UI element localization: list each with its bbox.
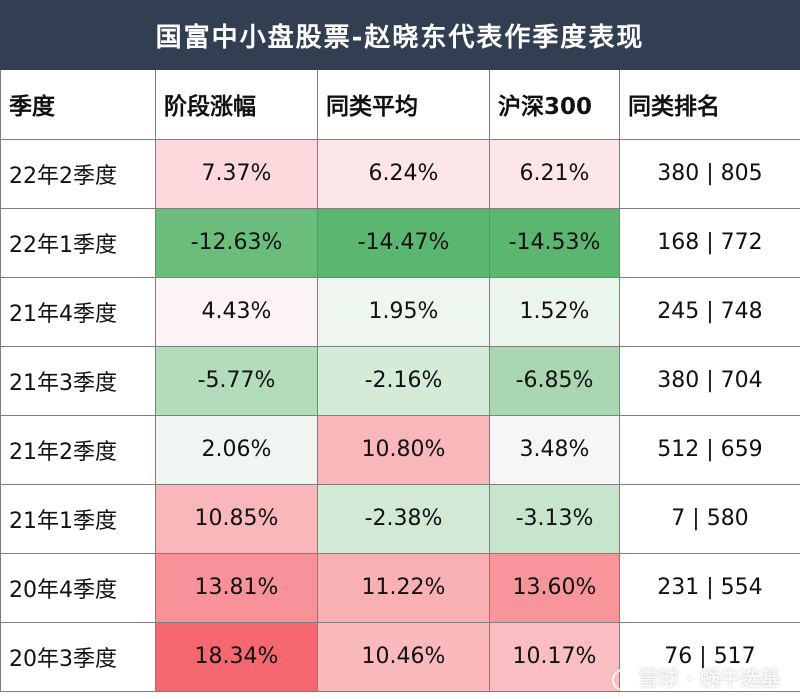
peer-average-cell: -2.16%: [317, 346, 490, 416]
peer-average-cell: 10.46%: [317, 622, 490, 692]
quarter-cell: 20年3季度: [0, 622, 156, 692]
peer-rank-cell: 231 | 554: [619, 553, 800, 623]
stage-return-cell: 18.34%: [155, 622, 318, 692]
quarter-cell: 22年2季度: [0, 139, 156, 209]
csi300-cell: 6.21%: [489, 139, 620, 209]
table-title: 国富中小盘股票-赵晓东代表作季度表现: [0, 0, 800, 70]
peer-average-cell: 6.24%: [317, 139, 490, 209]
peer-rank-cell: 245 | 748: [619, 277, 800, 347]
peer-rank-cell: 380 | 805: [619, 139, 800, 209]
stage-return-cell: 4.43%: [155, 277, 318, 347]
csi300-cell: 3.48%: [489, 415, 620, 485]
csi300-cell: 10.17%: [489, 622, 620, 692]
csi300-cell: -3.13%: [489, 484, 620, 554]
stage-return-cell: 7.37%: [155, 139, 318, 209]
quarter-cell: 21年4季度: [0, 277, 156, 347]
stage-return-cell: 13.81%: [155, 553, 318, 623]
peer-average-cell: 1.95%: [317, 277, 490, 347]
table-row: 21年2季度 2.06% 10.80% 3.48% 512 | 659: [0, 415, 800, 485]
csi300-cell: -14.53%: [489, 208, 620, 278]
peer-average-cell: 11.22%: [317, 553, 490, 623]
performance-table: 季度 阶段涨幅 同类平均 沪深300 同类排名 22年2季度 7.37% 6.24%…: [0, 70, 800, 692]
peer-rank-cell: 7 | 580: [619, 484, 800, 554]
stage-return-cell: -5.77%: [155, 346, 318, 416]
peer-average-cell: -14.47%: [317, 208, 490, 278]
table-row: 20年4季度 13.81% 11.22% 13.60% 231 | 554: [0, 553, 800, 623]
header-stage-return: 阶段涨幅: [155, 70, 318, 140]
csi300-cell: 13.60%: [489, 553, 620, 623]
table-row: 22年1季度 -12.63% -14.47% -14.53% 168 | 772: [0, 208, 800, 278]
header-csi300: 沪深300: [489, 70, 620, 140]
table-row: 21年3季度 -5.77% -2.16% -6.85% 380 | 704: [0, 346, 800, 416]
table-row: 22年2季度 7.37% 6.24% 6.21% 380 | 805: [0, 139, 800, 209]
stage-return-cell: -12.63%: [155, 208, 318, 278]
quarter-cell: 22年1季度: [0, 208, 156, 278]
quarter-cell: 21年1季度: [0, 484, 156, 554]
table-row: 20年3季度 18.34% 10.46% 10.17% 76 | 517: [0, 622, 800, 692]
watermark-text: 雪球 · 蜗牛选基: [638, 666, 780, 690]
stage-return-cell: 10.85%: [155, 484, 318, 554]
csi300-cell: 1.52%: [489, 277, 620, 347]
peer-rank-cell: 380 | 704: [619, 346, 800, 416]
header-quarter: 季度: [0, 70, 156, 140]
peer-average-cell: 10.80%: [317, 415, 490, 485]
peer-rank-cell: 76 | 517: [619, 622, 800, 692]
table-row: 21年1季度 10.85% -2.38% -3.13% 7 | 580: [0, 484, 800, 554]
quarter-cell: 21年2季度: [0, 415, 156, 485]
peer-rank-cell: 168 | 772: [619, 208, 800, 278]
watermark: 雪球 · 蜗牛选基: [612, 662, 780, 691]
header-peer-average: 同类平均: [317, 70, 490, 140]
peer-average-cell: -2.38%: [317, 484, 490, 554]
table-row: 21年4季度 4.43% 1.95% 1.52% 245 | 748: [0, 277, 800, 347]
header-row: 季度 阶段涨幅 同类平均 沪深300 同类排名: [0, 70, 800, 140]
header-peer-rank: 同类排名: [619, 70, 800, 140]
quarter-cell: 21年3季度: [0, 346, 156, 416]
snowball-logo-icon: [612, 668, 635, 691]
stage-return-cell: 2.06%: [155, 415, 318, 485]
csi300-cell: -6.85%: [489, 346, 620, 416]
quarter-cell: 20年4季度: [0, 553, 156, 623]
peer-rank-cell: 512 | 659: [619, 415, 800, 485]
